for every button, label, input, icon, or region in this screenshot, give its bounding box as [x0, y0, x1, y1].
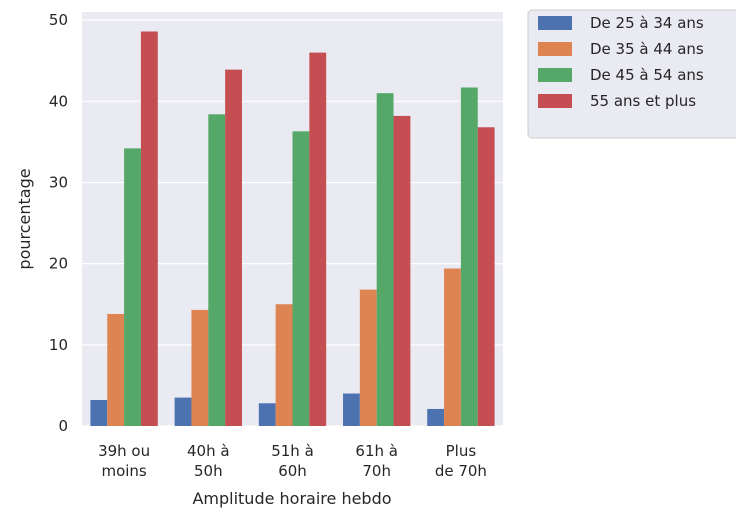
y-tick-label: 50	[49, 11, 68, 29]
x-tick-label: 70h	[362, 462, 391, 480]
y-tick-label: 40	[49, 92, 68, 110]
y-axis-title: pourcentage	[15, 168, 34, 269]
x-tick-label: 60h	[278, 462, 307, 480]
bar	[427, 408, 445, 426]
legend-label: De 35 à 44 ans	[590, 40, 704, 58]
bar	[258, 403, 276, 426]
y-tick-label: 0	[58, 417, 68, 435]
bars	[90, 31, 495, 427]
legend-label: De 25 à 34 ans	[590, 14, 704, 32]
bar	[460, 87, 478, 427]
bar	[309, 52, 327, 427]
bar	[343, 393, 360, 426]
x-tick-label: 50h	[194, 462, 223, 480]
x-tick-label: 51h à	[271, 442, 314, 460]
x-tick-label: 39h ou	[98, 442, 150, 460]
x-tick-label: 61h à	[355, 442, 398, 460]
y-axis-ticks: 0 10 20 30 40 50	[49, 11, 68, 435]
x-axis-ticks: 39h ou moins 40h à 50h 51h à 60h 61h à 70h Plus d…	[98, 442, 487, 480]
bar	[140, 31, 158, 426]
legend-swatch	[538, 16, 572, 30]
legend-swatch	[538, 42, 572, 56]
bar	[359, 289, 377, 426]
bar	[444, 268, 461, 426]
x-tick-label: Plus	[446, 442, 477, 460]
bar	[275, 304, 293, 426]
legend-swatch	[538, 68, 572, 82]
legend-swatch	[538, 94, 572, 108]
y-tick-label: 20	[49, 255, 68, 273]
bar	[393, 115, 411, 426]
bar	[376, 93, 394, 427]
bar	[191, 309, 209, 426]
bar	[292, 131, 310, 426]
legend-label: 55 ans et plus	[590, 92, 696, 110]
bar	[174, 397, 192, 426]
bar	[477, 127, 495, 426]
bar	[90, 400, 108, 426]
bar	[225, 69, 242, 427]
bar	[208, 114, 226, 427]
bar	[107, 313, 125, 426]
bar	[124, 148, 141, 426]
legend-label: De 45 à 54 ans	[590, 66, 704, 84]
x-tick-label: de 70h	[435, 462, 487, 480]
x-axis-title: Amplitude horaire hebdo	[192, 489, 391, 508]
legend: De 25 à 34 ans De 35 à 44 ans De 45 à 54 a…	[527, 9, 736, 139]
legend-frame	[527, 9, 736, 139]
x-tick-label: moins	[101, 462, 146, 480]
y-tick-label: 30	[49, 173, 68, 191]
x-tick-label: 40h à	[187, 442, 230, 460]
y-tick-label: 10	[49, 336, 68, 354]
